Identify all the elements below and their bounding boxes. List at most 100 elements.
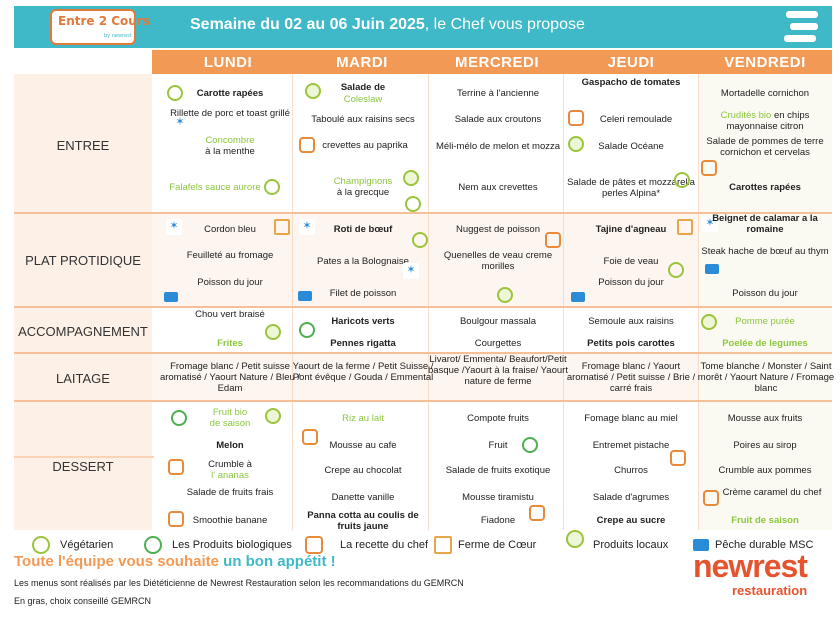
newrest-logo: newrest [693,548,808,584]
day-vendredi: VENDREDI [724,54,806,71]
menu-item: à la grecque [336,187,390,198]
vegetarian-icon [167,85,183,101]
menu-item: Cordon bleu [204,224,256,235]
vegetarian-icon [412,232,428,248]
menu-item: Boulgour massala [459,316,537,327]
menu-item-green: Champignons [333,176,393,187]
category-entree: ENTREE [56,138,110,153]
menu-item: Salade Océane [598,141,664,152]
bio-icon [171,410,187,426]
logo-subtext: by newrest [104,33,132,39]
chef-recipe-icon [701,160,717,176]
footnote-dieteticienne: Les menus sont réalisés par les Diététic… [14,578,464,588]
menu-item: Livarot/ Emmenta/ Beaufort/Petit basque … [428,354,568,387]
menu-item: Salade de pommes de terre cornichon et c… [706,136,824,158]
column-divider [563,74,564,530]
menu-item: Mousse aux fruits [727,413,803,424]
menu-item: Gaspacho de tomates [581,77,681,88]
local-produce-icon [568,136,584,152]
msc-fish-icon: ✶ [702,216,718,232]
row-divider [14,400,832,402]
header-bar [14,6,832,48]
menu-item: Terrine à l'ancienne [456,88,540,99]
day-jeudi: JEUDI [607,54,655,71]
category-accompagnement: ACCOMPAGNEMENT [18,324,148,339]
menu-item: Tome blanche / Monster / Saint morêt / Y… [697,361,835,394]
vendredi-column-bg [698,74,832,530]
slogan-part-2: un bon appétit ! [218,553,336,570]
row-divider [14,352,832,354]
menu-item: Foie de veau [603,256,659,267]
msc-label-icon [705,264,719,274]
day-header-row [152,50,832,74]
menu-item: Mortadelle cornichon [720,88,810,99]
menu-item: crevettes au paprika [322,140,408,151]
chef-recipe-icon [302,429,318,445]
menu-item: Taboulé aux raisins secs [311,114,415,125]
legend-chef: La recette du chef [340,539,429,551]
menu-item: Crème caramel du chef [722,487,822,498]
local-produce-icon [265,408,281,424]
legend-msc: Pêche durable MSC [715,539,814,551]
menu-item: Mousse au cafe [329,440,397,451]
vegetarian-icon [405,196,421,212]
menu-item: Fomage blanc au miel [584,413,678,424]
menu-item: Steak hache de bœuf au thym [701,246,829,257]
menu-item-green: Frites [217,338,243,349]
category-dessert: DESSERT [52,459,114,474]
menu-item: Entremet pistache [592,440,670,451]
menu-item-green: Fruit bio [212,407,248,418]
menu-item: Salade de pâtes et mozzarella perles Alp… [567,177,695,199]
chef-recipe-icon [568,110,584,126]
menu-item-green: Fruit de saison [731,515,799,526]
menu-item-green: l' ananas [211,470,249,481]
menu-item: Salade d'agrumes [592,492,670,503]
menu-item: Feuilleté au fromage [186,250,274,261]
vegetarian-icon [32,536,50,554]
menu-item: Nuggest de poisson [456,224,540,235]
msc-fish-icon: ✶ [299,219,315,235]
row-divider [14,456,154,458]
menu-item: Nem aux crevettes [458,182,538,193]
ferme-de-coeur-icon [434,536,452,554]
msc-label-icon [164,292,178,302]
menu-item: Beignet de calamar a la romaine [712,213,818,235]
menu-item: Melon [216,440,244,451]
menu-item: Yaourt de la ferme / Petit Suisse / Pont… [292,361,434,383]
day-mercredi: MERCREDI [454,54,539,71]
menu-item: Petits pois carottes [587,338,675,349]
menu-item: Crumble aux pommes [718,465,812,476]
newrest-logo-sub: restauration [732,583,808,598]
day-mardi: MARDI [336,54,388,71]
menu-item: Poires au sirop [733,440,797,451]
msc-label-icon [298,291,312,301]
menu-item: Mousse tiramistu [462,492,534,503]
menu-item: Danette vanille [331,492,395,503]
menu-item: Haricots verts [331,316,395,327]
ferme-de-coeur-icon [274,219,290,235]
menu-item: Fromage blanc / Yaourt aromatisé / Petit… [566,361,696,394]
bio-icon [299,322,315,338]
menu-item: Salade aux croutons [454,114,542,125]
vegetarian-icon [674,172,690,188]
menu-item-green: de saison [209,418,251,429]
chef-recipe-icon [670,450,686,466]
menu-item: Salade de fruits frais [186,487,274,498]
menu-item: Carotte rapées [196,88,264,99]
menu-item: Fruit [488,440,508,451]
menu-item: Rillette de porc et toast grillé [170,108,290,119]
menu-item: Compote fruits [467,413,529,424]
menu-item: Fromage blanc / Petit suisse aromatisé /… [159,361,301,394]
menu-item: Chou vert braisé [195,309,265,320]
menu-item: Pennes rigatta [330,338,396,349]
day-lundi: LUNDI [203,54,253,71]
category-laitage: LAITAGE [56,371,110,386]
menu-item: Poisson du jour [598,277,664,288]
page-title: Semaine du 02 au 06 Juin 2025, le Chef v… [190,16,585,34]
chef-recipe-icon [703,490,719,506]
menu-item: Pates a la Bolognaise [317,256,409,267]
category-plat: PLAT PROTIDIQUE [25,253,141,268]
footnote-gras: En gras, choix conseillé GEMRCN [14,596,152,606]
column-divider [428,74,429,530]
msc-fish-icon: ✶ [403,263,419,279]
